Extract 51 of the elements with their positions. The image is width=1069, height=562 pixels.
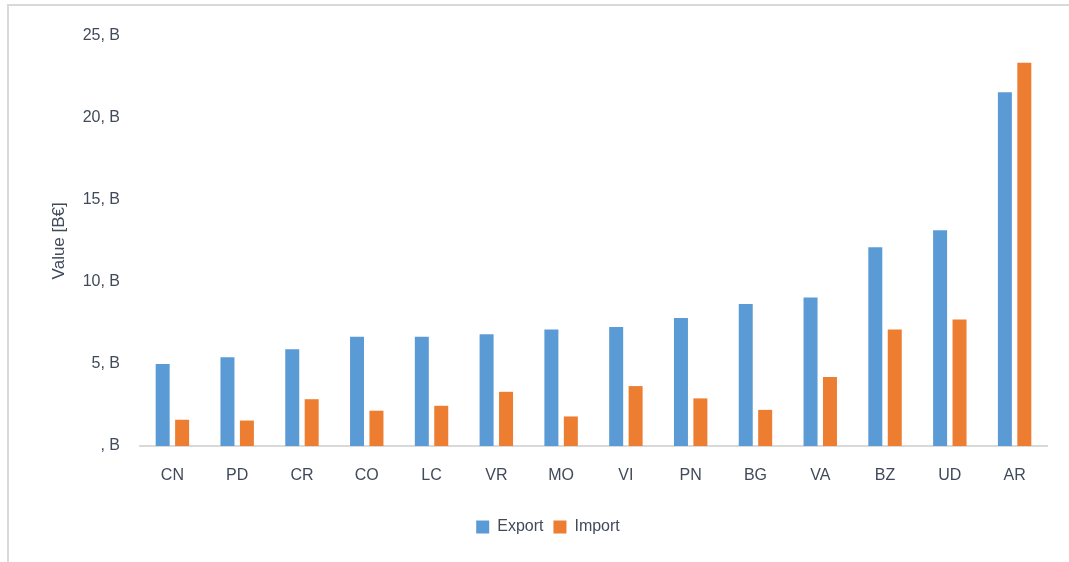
x-tick-label: PD: [226, 466, 249, 484]
x-tick-label: LC: [421, 466, 442, 484]
x-tick-label: BG: [743, 466, 768, 484]
y-tick-label: 10, B: [82, 272, 120, 290]
bar: [239, 420, 254, 446]
x-tick-label: VA: [810, 466, 831, 484]
bar: [997, 92, 1012, 446]
bar: [544, 329, 559, 446]
bar: [155, 363, 170, 446]
x-tick-label: VR: [485, 466, 508, 484]
bar: [434, 405, 449, 446]
bar: [499, 391, 514, 446]
x-tick-label: AR: [1003, 466, 1026, 484]
x-tick-label: UD: [938, 466, 962, 484]
x-tick-label: CO: [354, 466, 379, 484]
x-tick-label: VI: [618, 466, 634, 484]
legend-label: Export: [497, 517, 544, 535]
bar: [803, 297, 818, 446]
bar: [693, 398, 708, 446]
x-tick-label: PN: [679, 466, 702, 484]
x-tick-label: BZ: [874, 466, 896, 484]
bar: [758, 409, 773, 446]
bar: [868, 247, 883, 446]
x-tick-label: CR: [290, 466, 314, 484]
x-tick-label: CN: [160, 466, 184, 484]
bar: [952, 319, 967, 446]
bar: [220, 357, 235, 446]
bar: [628, 386, 643, 446]
x-tick-label: MO: [548, 466, 574, 484]
bar: [304, 399, 319, 446]
bar: [738, 304, 753, 446]
bar: [822, 377, 837, 446]
legend-label: Import: [574, 517, 621, 535]
bar: [933, 230, 948, 446]
y-axis-title: Value [B€]: [48, 202, 68, 280]
bar: [350, 336, 365, 446]
y-tick-label: 5, B: [91, 354, 120, 372]
bar: [175, 419, 190, 446]
bar: [285, 349, 300, 446]
bar: [369, 410, 384, 446]
bar: [414, 336, 429, 446]
bar: [1017, 62, 1032, 446]
y-tick-label: 20, B: [82, 108, 120, 126]
bar: [563, 416, 578, 446]
y-tick-label: 25, B: [82, 26, 120, 44]
bar: [887, 329, 902, 446]
y-tick-label: 15, B: [82, 190, 120, 208]
bar: [609, 326, 624, 446]
y-tick-label: , B: [100, 436, 120, 454]
bar: [673, 317, 688, 446]
bar: [479, 334, 494, 446]
